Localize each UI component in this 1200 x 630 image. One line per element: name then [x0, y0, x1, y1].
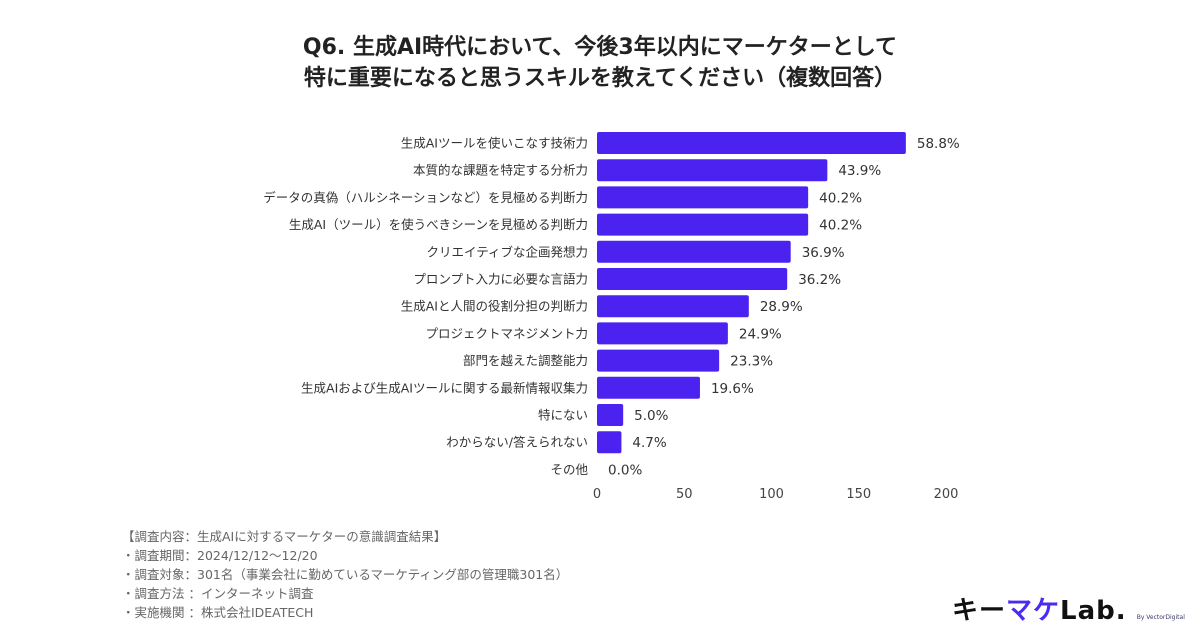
x-tick-label: 50: [676, 487, 693, 502]
category-label: データの真偽（ハルシネーションなど）を見極める判断力: [263, 190, 588, 205]
category-label: その他: [550, 462, 588, 477]
bar: [597, 376, 700, 399]
data-label: 58.8%: [917, 136, 960, 152]
note: ・調査方法 ：インターネット調査: [122, 586, 314, 601]
data-label: 19.6%: [711, 381, 754, 397]
note: ・調査期間：2024/12/12〜12/20: [122, 548, 318, 563]
category-label: クリエイティブな企画発想力: [426, 244, 588, 259]
bar: [597, 159, 828, 182]
bar: [597, 404, 624, 426]
survey-notes: 【調査内容：生成AIに対するマーケターの意識調査結果】 ・調査期間：2024/1…: [122, 527, 568, 622]
category-label: プロンプト入力に必要な言語力: [413, 272, 588, 287]
x-tick-label: 200: [934, 487, 959, 502]
title-line-2: 特に重要になると思うスキルを教えてください（複数回答）: [303, 66, 897, 91]
bar: [597, 431, 622, 454]
x-tick-label: 150: [846, 487, 871, 502]
bar: [597, 132, 906, 154]
category-label: 本質的な課題を特定する分析力: [413, 163, 588, 178]
data-label: 0.0%: [608, 462, 642, 478]
bar: [597, 240, 791, 263]
title-line-1: Q6. 生成AI時代において、今後3年以内にマーケターとして: [302, 35, 898, 60]
data-label: 24.9%: [739, 326, 782, 342]
logo: キーマケLab. By VectorDigital: [952, 590, 1185, 627]
data-label: 23.3%: [730, 354, 773, 370]
data-label: 5.0%: [634, 408, 668, 424]
note: ・実施機関 ：株式会社IDEATECH: [122, 605, 314, 620]
bar: [597, 268, 788, 290]
category-label: 部門を越えた調整能力: [463, 353, 588, 368]
bar: [597, 349, 720, 372]
logo-text: キー: [952, 596, 1007, 626]
category-label: 生成AIおよび生成AIツールに関する最新情報収集力: [301, 380, 588, 395]
logo-byline: By VectorDigital: [1136, 614, 1185, 621]
category-label: プロジェクトマネジメント力: [425, 326, 588, 341]
bar: [597, 295, 749, 318]
bar: [597, 213, 809, 236]
chart-title: Q6. 生成AI時代において、今後3年以内にマーケターとして 特に重要になると思…: [0, 32, 1200, 94]
note: ・調査対象：301名（事業会社に勤めているマーケティング部の管理職301名）: [122, 567, 569, 582]
data-label: 40.2%: [819, 218, 862, 234]
x-tick-label: 0: [593, 487, 601, 502]
data-label: 40.2%: [819, 190, 862, 206]
data-label: 4.7%: [632, 435, 666, 451]
data-label: 43.9%: [838, 163, 881, 179]
bar: [597, 322, 728, 345]
category-label: わからない/答えられない: [446, 435, 588, 450]
x-tick-label: 100: [759, 487, 784, 502]
note: 【調査内容：生成AIに対するマーケターの意識調査結果】: [122, 529, 447, 544]
category-label: 特にない: [538, 408, 588, 423]
bar: [597, 186, 809, 209]
logo-text-accent: マケ: [1006, 596, 1061, 626]
data-label: 36.2%: [798, 272, 841, 288]
category-label: 生成AIと人間の役割分担の判断力: [401, 299, 588, 314]
logo-text: Lab.: [1060, 596, 1127, 626]
category-label: 生成AI（ツール）を使うべきシーンを見極める判断力: [289, 217, 588, 232]
category-label: 生成AIツールを使いこなす技術力: [401, 136, 588, 151]
data-label: 36.9%: [802, 245, 845, 261]
data-label: 28.9%: [760, 299, 803, 315]
